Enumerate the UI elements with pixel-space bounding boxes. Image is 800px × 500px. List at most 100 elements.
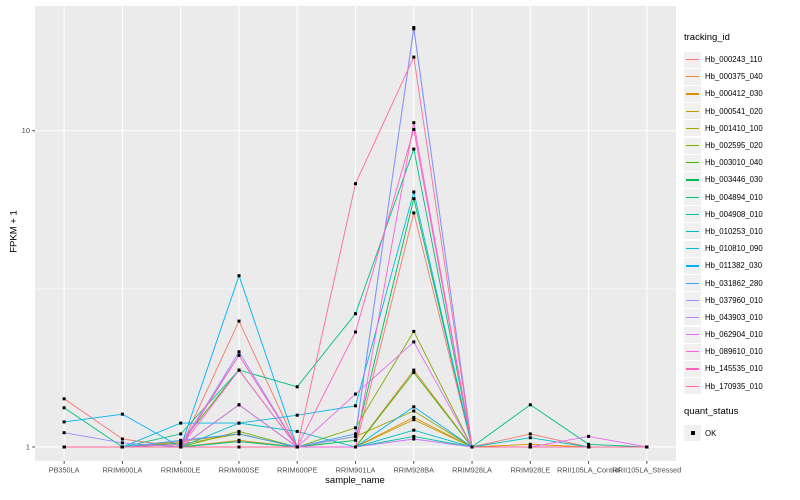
legend-key-line (686, 282, 699, 284)
x-tick-label: RRIM928LE (510, 466, 550, 475)
legend-key-swatch (684, 206, 701, 223)
legend-key-swatch (684, 326, 701, 343)
legend-item-label: Hb_000412_030 (705, 89, 763, 99)
data-point (587, 445, 591, 449)
legend-item: Hb_000243_110 (684, 51, 798, 68)
data-point (120, 445, 124, 449)
data-point (237, 403, 241, 407)
data-point (412, 197, 416, 201)
data-point (528, 436, 532, 440)
tracking-id-legend-items: Hb_000243_110 Hb_000375_040 Hb_000412_030 H… (684, 51, 798, 395)
legend-item: Hb_170935_010 (684, 378, 798, 395)
data-point (62, 431, 66, 435)
data-point (62, 420, 66, 424)
data-point (354, 426, 357, 430)
legend-item-label: Hb_010810_090 (705, 244, 763, 254)
legend-item-label: Hb_004908_010 (705, 209, 763, 219)
legend-key-line (686, 179, 699, 181)
x-tick-label: RRIM928BA (393, 466, 434, 475)
data-point (237, 368, 241, 372)
legend-item: Hb_002595_020 (684, 137, 798, 154)
legend-key-line (686, 316, 699, 319)
legend-key-line (686, 93, 699, 95)
legend-key-swatch (684, 275, 701, 292)
data-point (412, 147, 416, 151)
legend-key-swatch (684, 257, 701, 274)
legend-item: Hb_031862_280 (684, 274, 798, 292)
legend-item-label: Hb_145535_010 (705, 364, 763, 374)
data-point (237, 445, 241, 449)
data-point (645, 445, 649, 449)
data-point (528, 432, 532, 436)
data-point (179, 438, 183, 442)
legend-key-swatch (684, 343, 701, 360)
legend-key-swatch (684, 309, 701, 326)
legend-key-line (686, 196, 699, 198)
legend-item: Hb_010253_010 (684, 223, 798, 240)
legend-item: Hb_062904_010 (684, 326, 798, 343)
legend-title-tracking-id: tracking_id (684, 32, 730, 43)
legend-key-line (686, 127, 699, 130)
legend-key-line (686, 351, 699, 353)
legend-item-label: Hb_062904_010 (705, 330, 763, 340)
legend-key-line (686, 334, 699, 336)
data-point (412, 55, 416, 59)
data-point (237, 429, 241, 433)
x-axis-title: sample_name (325, 475, 385, 486)
quant-legend-key-swatch (684, 425, 701, 442)
legend-item: Hb_004908_010 (684, 206, 798, 223)
legend-item-label: Hb_000541_020 (705, 106, 763, 116)
legend-key-line (686, 385, 699, 387)
data-point (179, 445, 183, 449)
data-point (412, 371, 416, 374)
x-tick-label: RRIM600SE (219, 466, 260, 475)
legend-key-swatch (684, 137, 701, 154)
data-point (237, 319, 241, 323)
data-point (62, 397, 66, 401)
legend-key-line (686, 368, 699, 370)
data-point (354, 392, 357, 396)
legend-key-swatch (684, 154, 701, 171)
legend-item: Hb_089610_010 (684, 343, 798, 360)
data-point (354, 434, 357, 438)
data-point (354, 438, 357, 442)
data-point (412, 211, 416, 215)
data-point (587, 434, 591, 438)
x-tick-label: RRIM901LA (336, 466, 376, 475)
legend-item: Hb_001410_100 (684, 120, 798, 137)
data-point (179, 421, 183, 425)
data-point (237, 432, 241, 436)
data-point (412, 415, 416, 419)
legend-key-swatch (684, 171, 701, 188)
legend-item: Hb_043903_010 (684, 309, 798, 326)
legend-item: Hb_003010_040 (684, 154, 798, 171)
data-point (295, 385, 299, 389)
data-point (354, 404, 357, 408)
data-point (470, 445, 474, 449)
data-point (412, 340, 416, 344)
x-tick-label: RRII105LA_Stressed (613, 466, 682, 475)
data-point (120, 437, 124, 441)
data-point (528, 403, 532, 407)
legend-item-label: Hb_089610_010 (705, 347, 763, 357)
quant-status-legend-items: OK (684, 425, 798, 442)
data-point (412, 418, 416, 422)
legend-item-label: Hb_001410_100 (705, 123, 763, 133)
legend-key-line (686, 110, 699, 112)
data-point (412, 26, 416, 29)
data-point (412, 190, 416, 194)
legend-item: Hb_000375_040 (684, 68, 798, 85)
data-point (354, 312, 357, 316)
data-point (528, 442, 532, 446)
y-tick-label: 1 (26, 442, 30, 451)
legend-key-line (686, 76, 699, 78)
data-point (295, 445, 299, 449)
legend-item: Hb_010810_090 (684, 240, 798, 257)
legend-item: Hb_004894_010 (684, 189, 798, 206)
data-point (62, 406, 66, 410)
legend-key-line (686, 145, 699, 147)
legend-key-swatch (684, 223, 701, 240)
legend-key-swatch (684, 378, 701, 395)
legend-item-label: Hb_000375_040 (705, 72, 763, 82)
legend-key-line (686, 162, 699, 164)
